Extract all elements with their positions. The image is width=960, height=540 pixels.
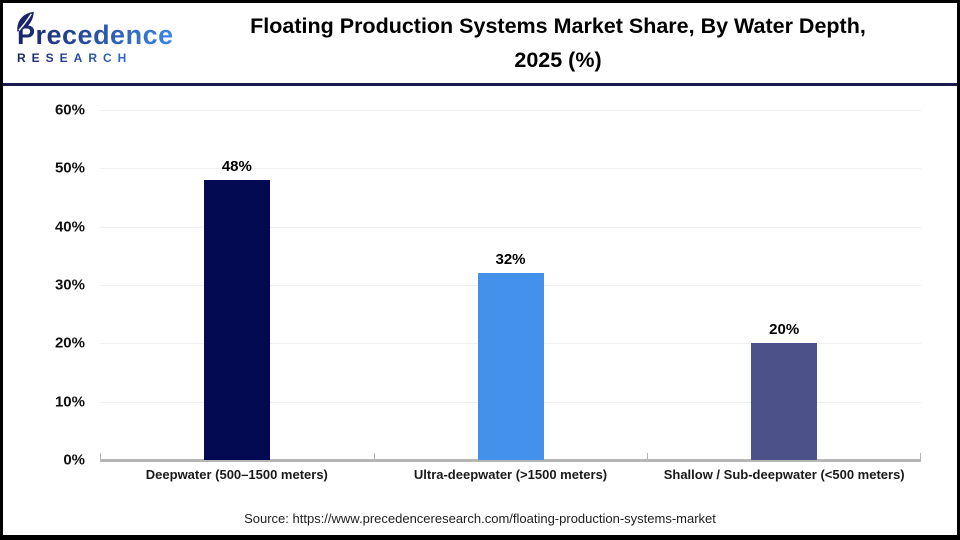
chart-title-line2: 2025 (%) — [514, 48, 602, 72]
bar — [477, 273, 544, 460]
x-axis-tick — [100, 453, 101, 459]
x-axis-labels: Deepwater (500–1500 meters) Ultra-deepwat… — [100, 467, 921, 482]
y-axis-tick-label: 60% — [54, 101, 85, 119]
gridline — [100, 168, 921, 170]
gridline — [100, 110, 921, 111]
x-axis-tick — [920, 453, 921, 459]
x-axis-line — [100, 459, 921, 462]
x-axis-tick — [373, 453, 375, 459]
bar-column: 48% — [100, 110, 374, 460]
y-axis-tick-label: 50% — [54, 159, 85, 177]
x-axis-category-label: Deepwater (500–1500 meters) — [145, 467, 328, 482]
bars-container: 48% 32% 20% — [100, 110, 921, 460]
chart-title-line1: Floating Production Systems Market Share… — [250, 13, 866, 38]
precedence-research-logo: Precedence RESEARCH — [3, 11, 183, 65]
y-axis-tick-label: 10% — [54, 393, 85, 411]
header: Precedence RESEARCH Floating Production … — [3, 3, 957, 86]
bar-value-label: 48% — [221, 158, 252, 175]
y-axis-tick-label: 40% — [54, 218, 85, 236]
x-axis-tick — [647, 453, 649, 459]
x-axis-category-label: Ultra-deepwater (>1500 meters) — [413, 467, 608, 482]
bar-value-label: 20% — [769, 321, 800, 339]
bar — [203, 180, 270, 460]
bar-column: 32% — [374, 110, 648, 460]
bar-column: 20% — [647, 110, 921, 460]
bar — [751, 343, 818, 460]
plot-area: 48% 32% 20% — [100, 110, 921, 462]
chart-title: Floating Production Systems Market Share… — [183, 9, 957, 78]
logo-wordmark: Precedence — [17, 19, 174, 50]
gridline — [100, 226, 921, 228]
y-axis: 0% 10% 20% 30% 40% 50% 60% — [17, 102, 85, 469]
y-axis-tick-label: 30% — [54, 276, 85, 294]
source-citation: Source: https://www.precedenceresearch.c… — [244, 511, 716, 526]
y-axis-tick-label: 20% — [54, 334, 85, 352]
y-axis-tick-label: 0% — [63, 451, 85, 469]
bar-value-label: 32% — [495, 251, 526, 269]
logo-subtitle: RESEARCH — [17, 51, 183, 65]
x-axis-category-label: Shallow / Sub-deepwater (<500 meters) — [663, 467, 905, 482]
leaf-icon — [17, 11, 34, 31]
